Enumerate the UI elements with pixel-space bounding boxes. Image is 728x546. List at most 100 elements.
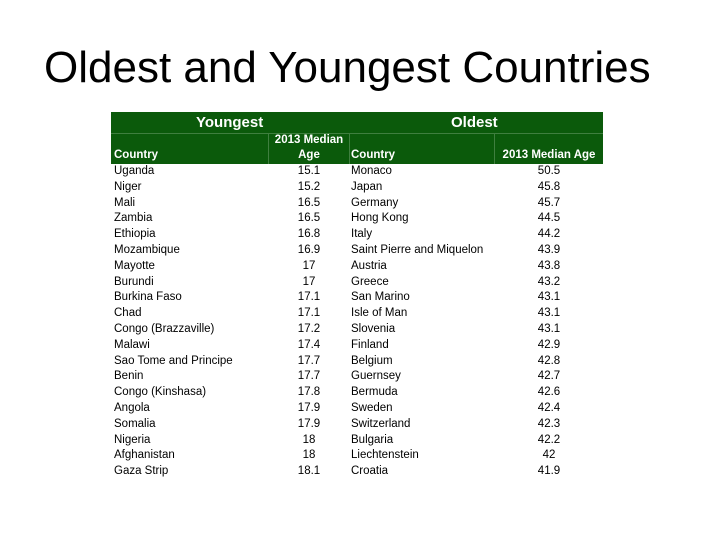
- oldest-header: Oldest: [451, 114, 498, 131]
- table-row: Congo (Kinshasa) 17.8 Bermuda 42.6: [111, 385, 603, 401]
- old-median-age-cell: 43.2: [537, 275, 561, 288]
- table-row: Burkina Faso 17.1 San Marino 43.1: [111, 290, 603, 306]
- country-column-header: Country: [351, 149, 396, 161]
- young-median-age-cell: 17.9: [297, 401, 321, 414]
- median-age-table: Youngest Oldest Country 2013 Median Age …: [111, 112, 603, 480]
- old-country-cell: Monaco: [351, 165, 392, 177]
- old-median-age-cell: 42.9: [537, 338, 561, 351]
- old-median-age-cell: 41.9: [537, 465, 561, 478]
- median-age-header-line1: 2013 Median: [274, 134, 344, 146]
- young-median-age-cell: 18.1: [297, 465, 321, 478]
- table-row: Congo (Brazzaville) 17.2 Slovenia 43.1: [111, 322, 603, 338]
- youngest-header: Youngest: [196, 114, 264, 131]
- median-age-header-line2: Age: [298, 149, 320, 161]
- young-country-cell: Nigeria: [114, 433, 151, 446]
- young-country-cell: Mali: [114, 196, 136, 209]
- old-median-age-cell: 42.3: [537, 417, 561, 430]
- young-country-cell: Gaza Strip: [114, 465, 169, 478]
- old-country-cell: Italy: [351, 228, 373, 241]
- table-row: Chad 17.1 Isle of Man 43.1: [111, 306, 603, 322]
- old-country-cell: Finland: [351, 338, 389, 351]
- group-header-row: Youngest Oldest: [111, 112, 603, 133]
- young-median-age-cell: 18: [302, 433, 316, 446]
- table-row: Gaza Strip 18.1 Croatia 41.9: [111, 464, 603, 480]
- old-median-age-cell: 43.9: [537, 243, 561, 256]
- old-country-cell: San Marino: [351, 291, 410, 304]
- old-median-age-cell: 44.5: [537, 212, 561, 225]
- old-median-age-cell: 43.8: [537, 259, 561, 272]
- young-median-age-cell: 17.7: [297, 354, 321, 367]
- old-country-cell: Slovenia: [351, 322, 396, 335]
- old-country-cell: Hong Kong: [351, 212, 409, 225]
- table-row: Burundi 17 Greece 43.2: [111, 275, 603, 291]
- old-country-cell: Switzerland: [351, 417, 411, 430]
- column-divider: [349, 134, 350, 164]
- table-row: Afghanistan 18 Liechtenstein 42: [111, 448, 603, 464]
- old-country-cell: Belgium: [351, 354, 393, 367]
- old-median-age-cell: 42: [542, 449, 556, 462]
- old-country-cell: Bulgaria: [351, 433, 394, 446]
- table-row: Uganda 15.1 Monaco 50.5: [111, 164, 603, 180]
- old-country-cell: Austria: [351, 259, 387, 272]
- young-country-cell: Sao Tome and Principe: [114, 354, 233, 367]
- young-median-age-cell: 17: [302, 259, 316, 272]
- old-median-age-cell: 42.8: [537, 354, 561, 367]
- old-country-cell: Liechtenstein: [351, 449, 419, 462]
- old-country-cell: Japan: [351, 180, 383, 193]
- table-row: Somalia 17.9 Switzerland 42.3: [111, 417, 603, 433]
- young-median-age-cell: 16.5: [297, 212, 321, 225]
- table-row: Angola 17.9 Sweden 42.4: [111, 401, 603, 417]
- young-median-age-cell: 17.2: [297, 322, 321, 335]
- young-country-cell: Niger: [114, 180, 142, 193]
- young-country-cell: Chad: [114, 307, 142, 320]
- old-median-age-cell: 43.1: [537, 291, 561, 304]
- table-row: Nigeria 18 Bulgaria 42.2: [111, 433, 603, 449]
- young-country-cell: Benin: [114, 370, 144, 383]
- old-median-age-cell: 43.1: [537, 307, 561, 320]
- young-median-age-cell: 16.8: [297, 228, 321, 241]
- old-median-age-cell: 42.2: [537, 433, 561, 446]
- young-country-cell: Mozambique: [114, 243, 180, 256]
- old-country-cell: Croatia: [351, 465, 389, 478]
- old-median-age-cell: 42.4: [537, 401, 561, 414]
- old-median-age-cell: 50.5: [537, 165, 561, 177]
- median-age-column-header: 2013 Median Age: [502, 149, 596, 161]
- young-median-age-cell: 17.1: [297, 291, 321, 304]
- young-country-cell: Angola: [114, 401, 150, 414]
- table-row: Mozambique 16.9 Saint Pierre and Miquelon 4…: [111, 243, 603, 259]
- young-median-age-cell: 17.4: [297, 338, 321, 351]
- young-median-age-cell: 18: [302, 449, 316, 462]
- young-country-cell: Somalia: [114, 417, 156, 430]
- young-median-age-cell: 17.7: [297, 370, 321, 383]
- slide-title: Oldest and Youngest Countries: [44, 43, 651, 92]
- old-country-cell: Sweden: [351, 401, 393, 414]
- table-row: Ethiopia 16.8 Italy 44.2: [111, 227, 603, 243]
- young-country-cell: Malawi: [114, 338, 150, 351]
- young-country-cell: Burkina Faso: [114, 291, 182, 304]
- old-country-cell: Isle of Man: [351, 307, 408, 320]
- table-row: Malawi 17.4 Finland 42.9: [111, 338, 603, 354]
- old-country-cell: Bermuda: [351, 386, 398, 399]
- young-median-age-cell: 17.8: [297, 386, 321, 399]
- table-row: Sao Tome and Principe 17.7 Belgium 42.8: [111, 354, 603, 370]
- table-row: Niger 15.2 Japan 45.8: [111, 180, 603, 196]
- old-median-age-cell: 44.2: [537, 228, 561, 241]
- table-body: Uganda 15.1 Monaco 50.5 Niger 15.2 Japan 45.8 Ma…: [111, 164, 603, 480]
- young-country-cell: Ethiopia: [114, 228, 156, 241]
- young-country-cell: Zambia: [114, 212, 153, 225]
- young-country-cell: Mayotte: [114, 259, 155, 272]
- young-median-age-cell: 16.5: [297, 196, 321, 209]
- table-row: Mali 16.5 Germany 45.7: [111, 196, 603, 212]
- old-median-age-cell: 45.8: [537, 180, 561, 193]
- table-row: Benin 17.7 Guernsey 42.7: [111, 369, 603, 385]
- young-median-age-cell: 17: [302, 275, 316, 288]
- old-country-cell: Guernsey: [351, 370, 401, 383]
- column-divider: [268, 134, 269, 164]
- old-median-age-cell: 42.7: [537, 370, 561, 383]
- young-country-cell: Congo (Kinshasa): [114, 386, 207, 399]
- young-median-age-cell: 15.1: [297, 165, 321, 177]
- young-median-age-cell: 17.1: [297, 307, 321, 320]
- young-country-cell: Uganda: [114, 165, 155, 177]
- young-median-age-cell: 17.9: [297, 417, 321, 430]
- young-median-age-cell: 15.2: [297, 180, 321, 193]
